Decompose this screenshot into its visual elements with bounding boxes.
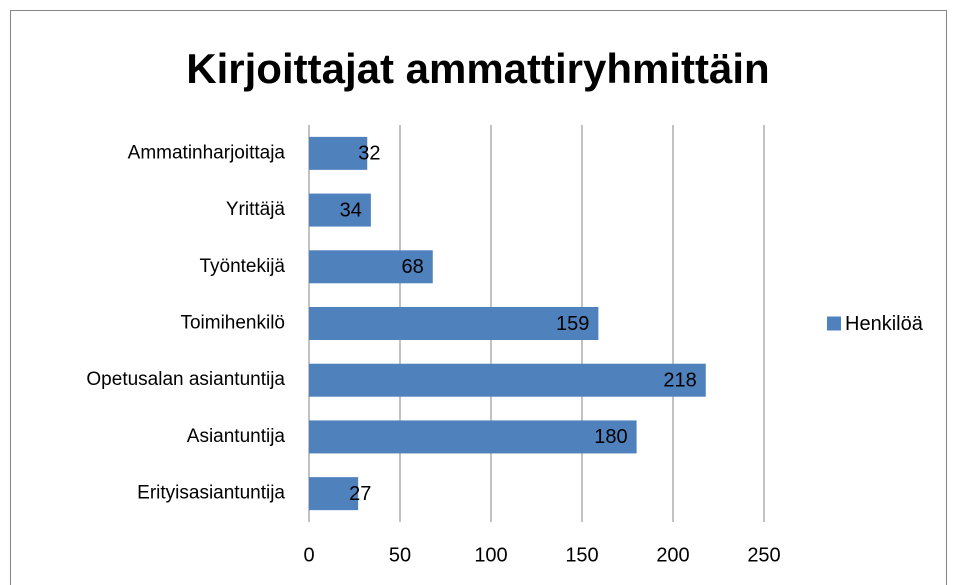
bar bbox=[309, 250, 433, 284]
data-label: 68 bbox=[402, 256, 424, 278]
bar bbox=[309, 307, 599, 340]
y-tick-label: Opetusalan asiantuntija bbox=[86, 369, 285, 390]
data-label: 180 bbox=[594, 426, 627, 448]
x-tick-label: 0 bbox=[303, 544, 314, 566]
bar bbox=[309, 193, 371, 227]
data-label: 32 bbox=[358, 143, 380, 165]
bar bbox=[309, 136, 368, 170]
chart-title: Kirjoittajat ammattiryhmittäin bbox=[186, 45, 769, 92]
y-tick-label: Yrittäjä bbox=[226, 199, 286, 220]
y-tick-label: Ammatinharjoittaja bbox=[128, 142, 286, 163]
x-tick-label: 50 bbox=[389, 544, 411, 566]
x-tick-label: 150 bbox=[565, 544, 598, 566]
bar bbox=[309, 420, 637, 454]
bar bbox=[309, 477, 359, 511]
legend-label: Henkilöä bbox=[845, 313, 924, 335]
chart-border bbox=[10, 10, 947, 585]
data-label: 34 bbox=[340, 199, 362, 221]
bar bbox=[309, 363, 706, 397]
y-tick-label: Työntekijä bbox=[199, 256, 285, 277]
y-tick-label: Erityisasiantuntija bbox=[137, 483, 285, 504]
y-tick-label: Toimihenkilö bbox=[180, 313, 285, 334]
legend-swatch bbox=[827, 316, 841, 331]
data-label: 27 bbox=[349, 483, 371, 505]
data-label: 159 bbox=[556, 313, 589, 335]
x-tick-label: 100 bbox=[474, 544, 507, 566]
x-tick-label: 250 bbox=[747, 544, 780, 566]
y-tick-label: Asiantuntija bbox=[187, 426, 286, 447]
data-label: 218 bbox=[663, 369, 696, 391]
x-tick-label: 200 bbox=[656, 544, 689, 566]
